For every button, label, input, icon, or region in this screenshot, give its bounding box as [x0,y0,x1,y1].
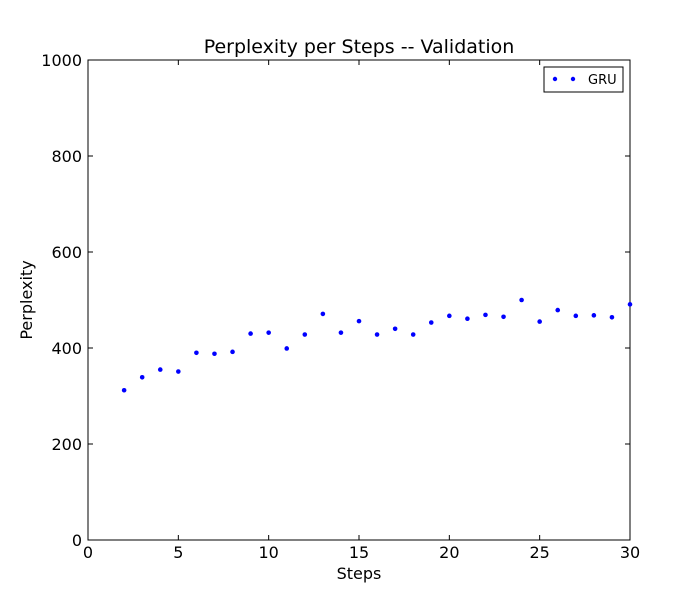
y-axis: 0 200 400 600 800 1000 [41,51,630,550]
data-point [121,387,127,393]
data-point [157,367,163,372]
data-point [555,307,561,313]
data-point [212,351,217,357]
y-tick-label: 600 [51,243,82,262]
x-tick-label: 10 [258,543,278,562]
data-point [465,316,470,322]
y-tick-label: 0 [72,531,82,550]
data-point [266,330,271,335]
data-point [428,320,434,325]
x-tick-label: 30 [620,543,640,562]
data-point [374,332,380,337]
data-point [194,350,199,356]
data-point [627,302,633,307]
data-point [284,346,290,351]
y-tick-label: 200 [51,435,82,454]
plot-area [87,59,631,541]
legend-marker [552,76,558,82]
y-tick-label: 400 [51,339,82,358]
data-point [410,332,416,337]
data-point [248,331,253,336]
legend-box [543,66,624,93]
x-tick-label: 20 [439,543,459,562]
x-axis-label: Steps [337,564,382,583]
data-point [591,313,597,318]
x-tick-label: 0 [83,543,93,562]
data-point [609,314,615,320]
data-point [519,297,524,303]
legend-marker [570,76,576,82]
x-tick-label: 5 [173,543,183,562]
x-tick-label: 15 [349,543,369,562]
data-point [139,374,145,380]
data-point [483,312,488,318]
legend-label-gru: GRU [588,73,617,88]
data-point [392,326,398,332]
data-point [356,318,362,324]
data-point [501,314,506,320]
x-axis: 0 5 10 15 20 25 30 [83,60,640,562]
data-point [338,330,344,335]
data-point [537,319,542,324]
x-tick-label: 25 [529,543,549,562]
y-tick-label: 800 [51,147,82,166]
data-point [230,349,235,355]
legend: GRU [543,66,624,93]
y-axis-label: Perplexity [17,260,36,339]
data-point [302,332,308,337]
data-point [573,313,579,319]
data-point [176,369,181,374]
data-point [320,311,326,317]
data-point [447,313,452,319]
y-tick-label: 1000 [41,51,82,70]
series-gru-points [121,297,633,393]
chart-title: Perplexity per Steps -- Validation [204,36,515,58]
